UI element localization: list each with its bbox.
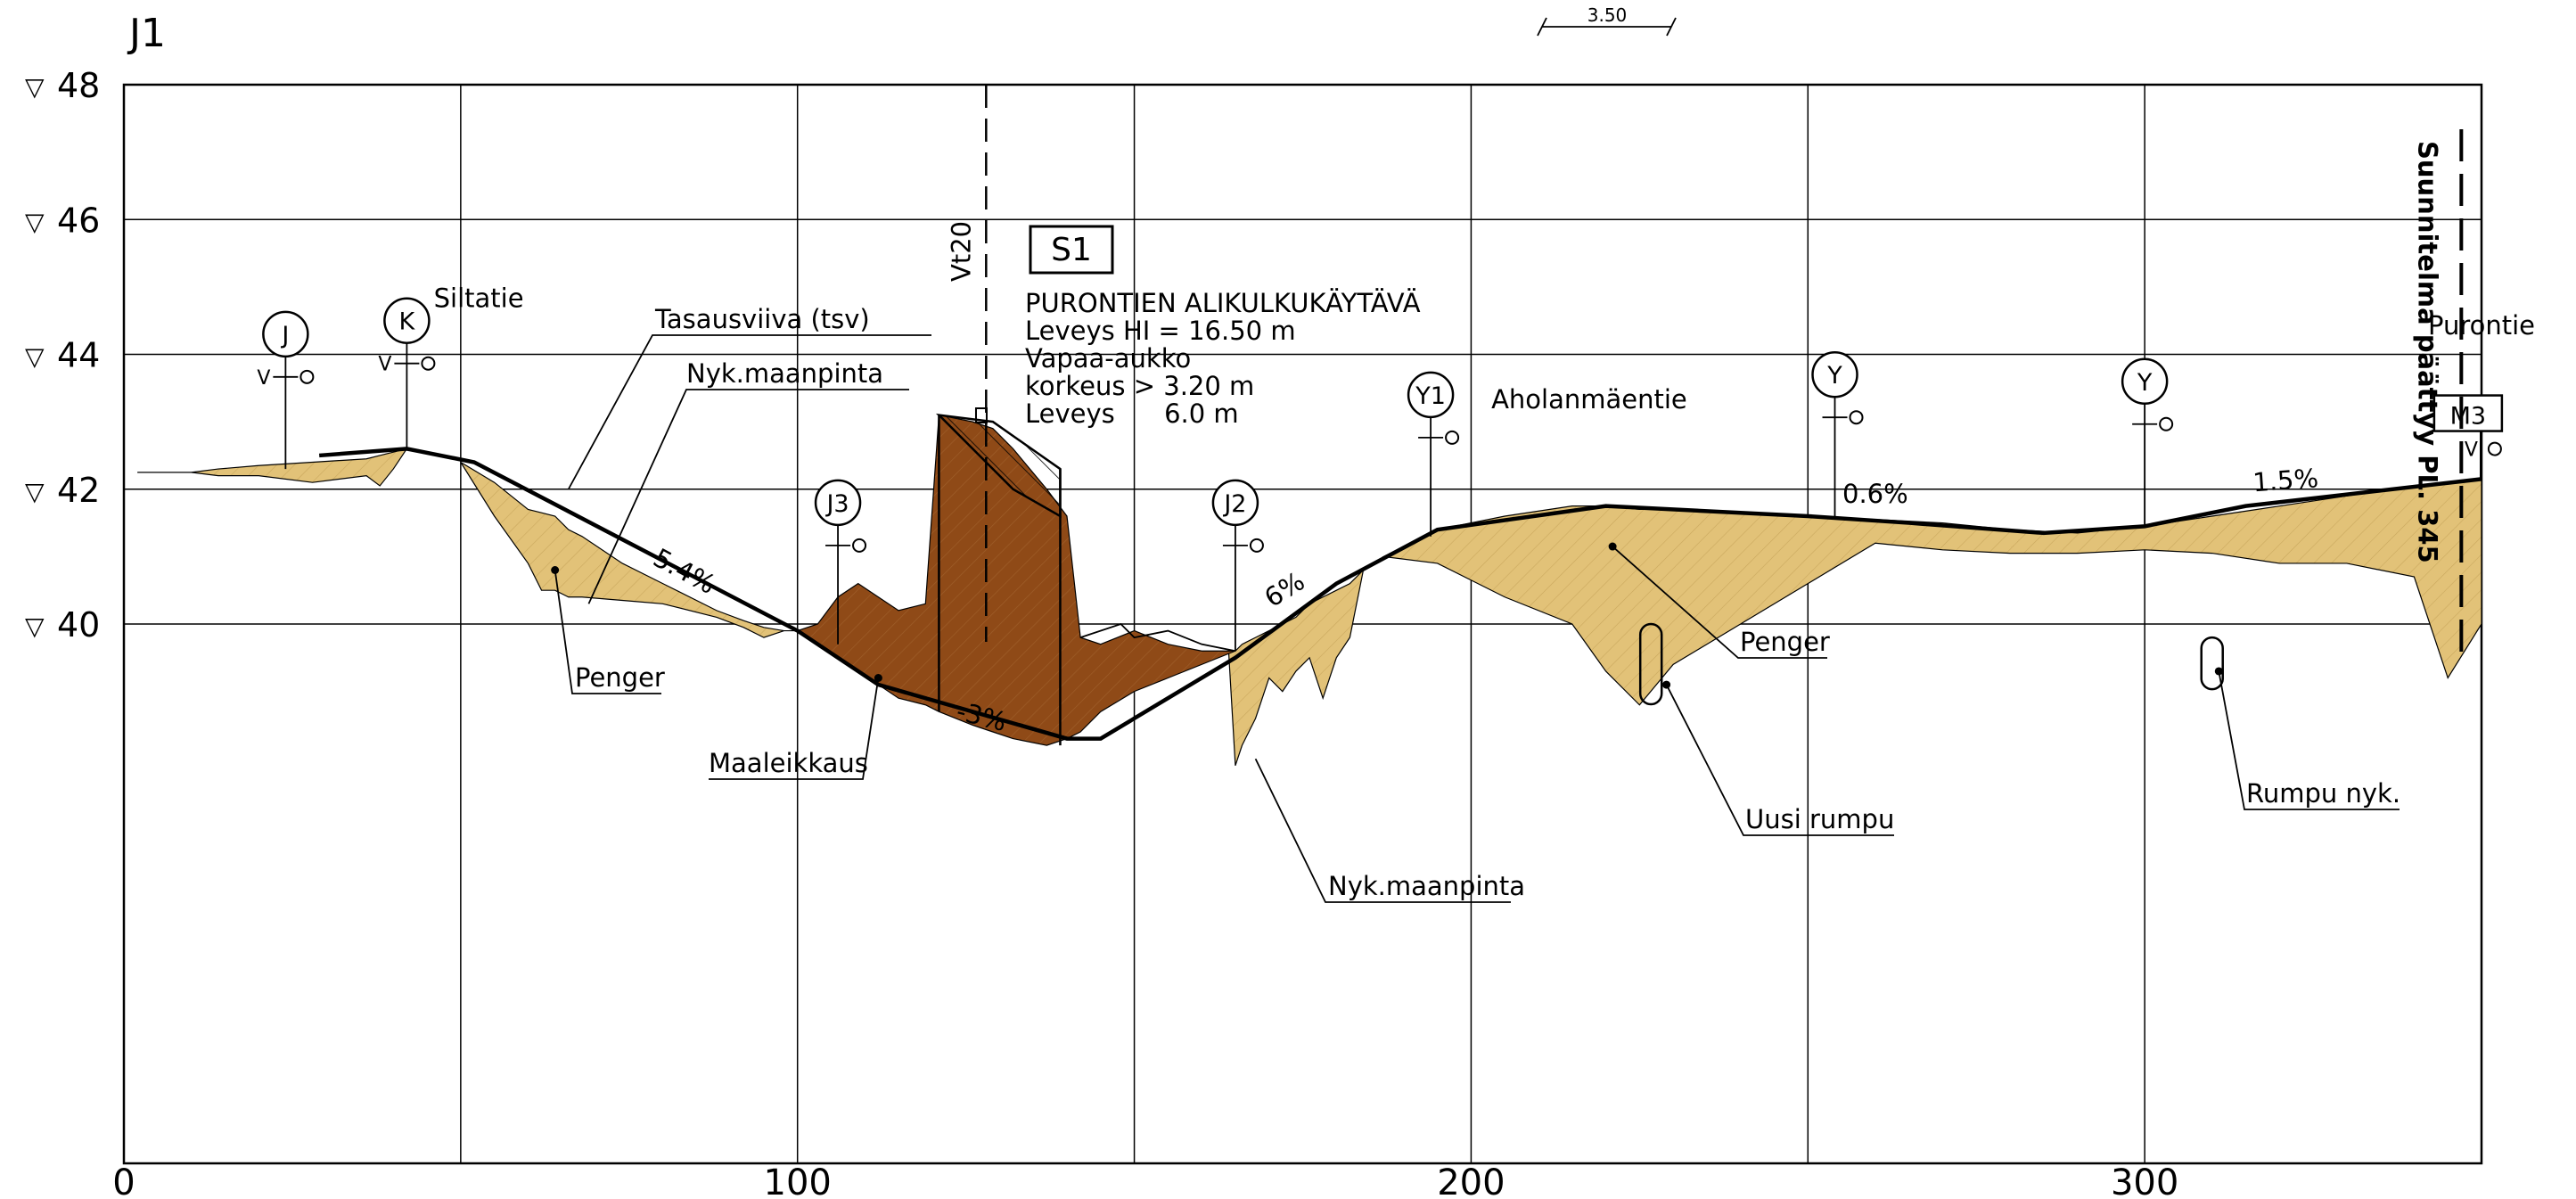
marker-box (2432, 394, 2504, 432)
marker-node-icon (421, 356, 436, 371)
embankment-area (460, 462, 798, 638)
design-line-leader (567, 334, 931, 490)
elevation-marker-icon: ▽ (25, 477, 45, 506)
marker-symbol: V (257, 367, 270, 390)
marker-node-icon (2159, 416, 2174, 431)
marker-code: Y (2137, 369, 2153, 397)
survey-marker: JV (257, 310, 315, 470)
plan-end-note: Suunnitelma päättyy PL. 345 (2412, 141, 2442, 563)
road-label: Purontie (2428, 310, 2535, 341)
area-label: Rumpu nyk. (2246, 778, 2400, 809)
station-tick-label: 200 (1437, 1162, 1505, 1199)
penger-leader (554, 570, 661, 694)
marker-node-icon (2487, 441, 2502, 456)
survey-marker: J3 (814, 479, 867, 645)
elevation-axis: ▽ 48 ▽ 46 ▽ 44 ▽ 42 ▽ 40 (25, 66, 100, 645)
road-label: Aholanmäentie (1491, 384, 1687, 415)
ground-leader-top (587, 389, 909, 604)
ground-label-bottom: Nyk.maanpinta (1328, 871, 1525, 901)
grid-lines (124, 85, 2482, 1163)
elevation-marker-icon: ▽ (25, 72, 45, 102)
structure-box-label: S1 (1051, 232, 1092, 268)
existing-culvert-icon (2200, 636, 2224, 691)
structure-text-line: Leveys HI = 16.50 m (1025, 316, 1296, 346)
structure-text-line: Leveys 6.0 m (1025, 398, 1239, 429)
structure-text-line: PURONTIEN ALIKULKUKÄYTÄVÄ (1025, 288, 1421, 318)
elevation-tick-label: 46 (57, 201, 100, 240)
structure-notch (974, 407, 988, 423)
new-culvert-icon (1638, 622, 1663, 706)
structure-text-line: Vapaa-aukko (1025, 343, 1191, 374)
station-tick-label: 0 (112, 1162, 135, 1199)
marker-code: Y (1826, 362, 1842, 390)
area-label: Penger (1740, 627, 1830, 657)
elevation-marker-icon: ▽ (25, 342, 45, 372)
marker-node-icon (1445, 430, 1460, 445)
marker-code: K (399, 308, 416, 336)
existing-ground-line (1079, 622, 1236, 653)
area-label: Penger (575, 662, 665, 693)
slope-labels: -5.4%-3%6%0.6% 1.5% (640, 463, 2319, 737)
area-label: Uusi rumpu (1745, 804, 1894, 834)
design-grade-line (318, 447, 2482, 741)
marker-code: Y1 (1415, 382, 1446, 410)
culvert-leader (2218, 670, 2400, 810)
marker-code: J (280, 322, 289, 349)
structure-s1: Vt20 S1 PURONTIEN ALIKULKUKÄYTÄVÄLeveys … (935, 85, 1421, 746)
ground-label-top: Nyk.maanpinta (686, 358, 883, 389)
slope-label: 0.6% (1842, 479, 1908, 509)
survey-marker: Y1 (1407, 371, 1460, 537)
drawing-title: J1 (127, 11, 166, 56)
marker-code: J3 (824, 490, 849, 518)
elevation-tick-label: 42 (57, 471, 100, 510)
road-label: Siltatie (434, 283, 524, 314)
elevation-tick-label: 44 (57, 336, 100, 375)
survey-marker: J2 (1211, 479, 1264, 652)
marker-code: M3 (2450, 403, 2486, 431)
marker-symbol: V (2465, 439, 2478, 462)
embankment-hatch (460, 461, 798, 638)
elevation-marker-icon: ▽ (25, 207, 45, 236)
station-tick-label: 100 (764, 1162, 832, 1199)
earthwork-areas (137, 414, 2482, 767)
slope-label: 1.5% (2252, 463, 2319, 497)
penger-leader (1612, 546, 1827, 659)
marker-node-icon (852, 538, 867, 553)
embankment-hatch (137, 448, 408, 487)
marker-node-icon (1249, 538, 1264, 553)
elevation-tick-label: 40 (57, 605, 100, 645)
road-labels: Siltatie Aholanmäentie Purontie (434, 283, 2535, 415)
structure-walls (938, 407, 1062, 746)
design-line-label: Tasausviiva (tsv) (654, 304, 870, 334)
survey-marker: KV (378, 297, 436, 449)
leader-lines: Tasausviiva (tsv) Nyk.maanpinta Nyk.maanpi… (551, 304, 2400, 903)
marker-symbol: V (378, 354, 391, 376)
station-tick-label: 300 (2111, 1162, 2178, 1199)
culvert-leader (1665, 684, 1894, 836)
structure-text-line: korkeus > 3.20 m (1025, 371, 1254, 401)
survey-marker: M3 V (2432, 394, 2504, 480)
marker-node-icon (1849, 410, 1864, 425)
survey-marker: Y (2121, 357, 2174, 527)
survey-marker: Y (1811, 350, 1864, 516)
scale-label: 3.50 (1587, 4, 1628, 26)
station-axis: 0 100 200 300 (112, 1162, 2178, 1199)
vt20-label: Vt20 (946, 221, 976, 282)
elevation-tick-label: 48 (57, 66, 100, 105)
structure-box (1029, 225, 1114, 275)
ground-leader-bottom (1254, 758, 1511, 903)
elevation-marker-icon: ▽ (25, 612, 45, 641)
plan-end-marker: Suunnitelma päättyy PL. 345 (2412, 129, 2464, 660)
scale-bar: 3.50 (1537, 4, 1677, 37)
area-label: Maaleikkaus (709, 748, 868, 778)
marker-node-icon (299, 369, 315, 384)
maaleikkaus-leader (709, 678, 880, 780)
marker-code: J2 (1222, 490, 1246, 518)
